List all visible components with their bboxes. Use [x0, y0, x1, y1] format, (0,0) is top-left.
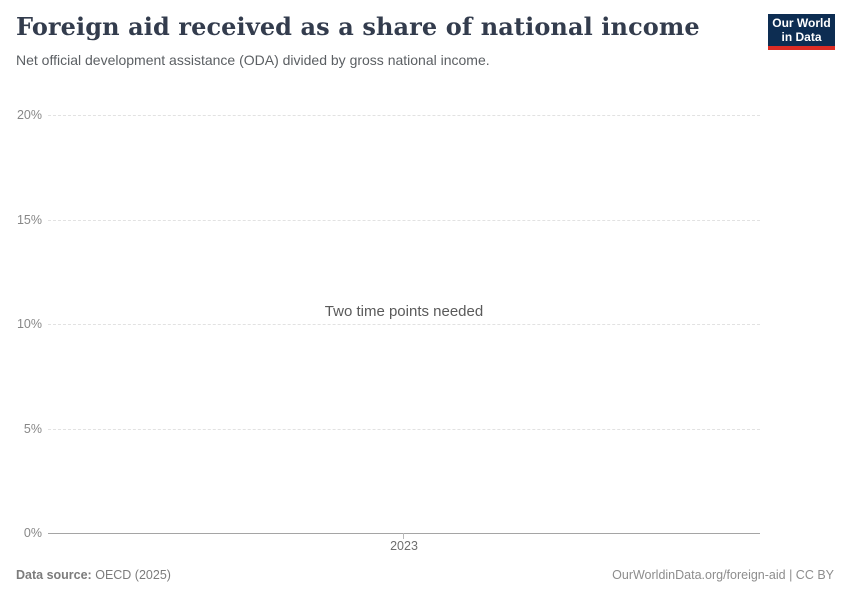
chart-subtitle: Net official development assistance (ODA… — [16, 52, 490, 68]
y-gridline — [48, 428, 760, 430]
y-axis-tick-label: 15% — [16, 212, 42, 227]
x-axis-line — [48, 533, 760, 534]
owid-logo-line2: in Data — [781, 30, 822, 44]
owid-logo[interactable]: Our World in Data — [768, 14, 835, 50]
y-gridline — [48, 115, 760, 116]
y-axis-tick-label: 20% — [16, 108, 42, 122]
owid-logo-line1: Our World — [772, 16, 831, 30]
chart-message: Two time points needed — [324, 303, 484, 320]
y-axis-tick-label: 0% — [23, 526, 42, 540]
chart-footer: Data source: OECD (2025) OurWorldinData.… — [16, 568, 834, 582]
y-axis-tick-label: 10% — [16, 317, 42, 331]
data-source-label: Data source: — [16, 568, 92, 582]
x-axis-label: 2023 — [390, 539, 418, 553]
data-source: Data source: OECD (2025) — [16, 568, 171, 582]
x-axis-tick — [403, 533, 404, 539]
credit-link[interactable]: OurWorldinData.org/foreign-aid | CC BY — [612, 568, 834, 582]
y-gridline — [48, 324, 760, 325]
chart-title: Foreign aid received as a share of natio… — [16, 12, 700, 41]
y-axis-tick-label: 5% — [23, 421, 42, 436]
data-source-value: OECD (2025) — [95, 568, 171, 582]
y-gridline — [48, 219, 760, 221]
